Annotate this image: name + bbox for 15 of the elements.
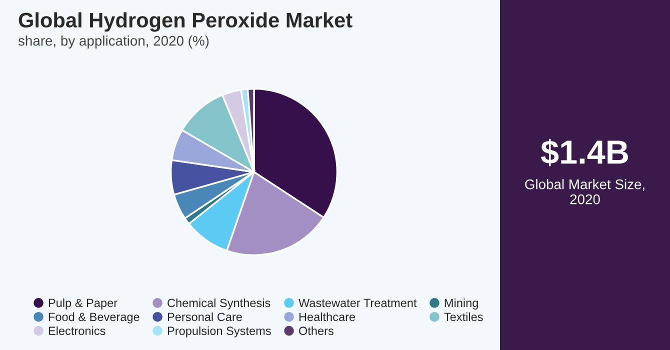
text: Global Market Size, 2020: [525, 179, 644, 204]
legend-label: Propulsion Systems: [168, 326, 271, 338]
legend-label: Wastewater Treatment: [298, 298, 417, 308]
chart-title: Global Hydrogen Peroxide Market: [18, 12, 352, 32]
legend-label: Mining: [444, 298, 478, 310]
legend-label: Food & Beverage: [48, 312, 140, 324]
legend-label: Chemical Synthesis: [168, 298, 270, 310]
text: $1.4B: [540, 138, 628, 166]
legend-label: Pulp & Paper: [48, 298, 118, 310]
legend-label: Others: [299, 326, 334, 336]
legend-label: Personal Care: [168, 312, 242, 322]
legend-label: Textiles: [444, 312, 483, 322]
legend-label: Electronics: [48, 326, 106, 336]
chart-subtitle: share, by application, 2020 (%): [18, 36, 209, 48]
legend-label: Healthcare: [299, 312, 356, 322]
